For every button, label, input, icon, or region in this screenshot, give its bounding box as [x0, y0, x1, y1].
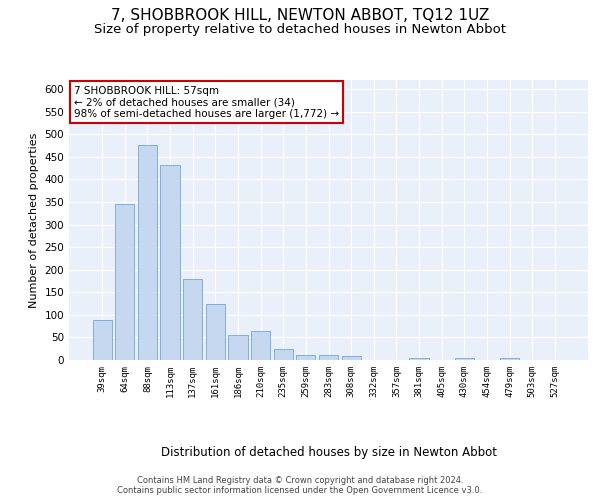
- Text: 7, SHOBBROOK HILL, NEWTON ABBOT, TQ12 1UZ: 7, SHOBBROOK HILL, NEWTON ABBOT, TQ12 1U…: [111, 8, 489, 22]
- Bar: [455, 358, 474, 360]
- Bar: [319, 354, 338, 360]
- Bar: [251, 330, 270, 360]
- Bar: [341, 356, 361, 360]
- Bar: [138, 145, 157, 360]
- Bar: [274, 349, 293, 360]
- Bar: [500, 358, 519, 360]
- Bar: [296, 354, 316, 360]
- Bar: [183, 278, 202, 360]
- Bar: [92, 320, 112, 360]
- Text: Size of property relative to detached houses in Newton Abbot: Size of property relative to detached ho…: [94, 22, 506, 36]
- Bar: [409, 358, 428, 360]
- Text: 7 SHOBBROOK HILL: 57sqm
← 2% of detached houses are smaller (34)
98% of semi-det: 7 SHOBBROOK HILL: 57sqm ← 2% of detached…: [74, 86, 340, 119]
- Bar: [206, 304, 225, 360]
- Bar: [229, 335, 248, 360]
- Y-axis label: Number of detached properties: Number of detached properties: [29, 132, 39, 308]
- Text: Contains HM Land Registry data © Crown copyright and database right 2024.
Contai: Contains HM Land Registry data © Crown c…: [118, 476, 482, 495]
- Text: Distribution of detached houses by size in Newton Abbot: Distribution of detached houses by size …: [161, 446, 497, 459]
- Bar: [115, 204, 134, 360]
- Bar: [160, 165, 180, 360]
